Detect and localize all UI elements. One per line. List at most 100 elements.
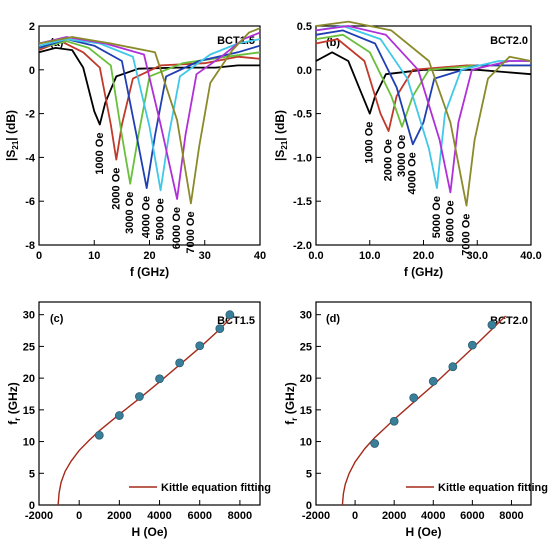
y-label-part: f bbox=[283, 420, 297, 425]
y-tick-label: 25 bbox=[23, 341, 35, 353]
x-tick-label: 8000 bbox=[228, 510, 252, 522]
x-axis-label: H (Oe) bbox=[406, 525, 442, 539]
sample-label: BCT2.0 bbox=[490, 315, 528, 327]
series-field-label: 2000 Oe bbox=[383, 139, 395, 181]
series-line bbox=[38, 27, 261, 205]
y-tick-label: 25 bbox=[300, 341, 312, 353]
plot-frame bbox=[315, 301, 532, 506]
x-tick-label: 40.0 bbox=[520, 250, 541, 262]
series-field-label: 1000 Oe bbox=[94, 133, 106, 175]
series-line bbox=[38, 47, 260, 126]
x-tick-label: 4000 bbox=[147, 510, 171, 522]
series-line bbox=[38, 38, 261, 189]
sample-label: BCT1.5 bbox=[217, 315, 255, 327]
legend-label: Kittle equation fitting bbox=[161, 482, 271, 494]
data-point bbox=[225, 310, 235, 320]
y-label-part: f bbox=[6, 420, 20, 425]
x-tick-label: 2000 bbox=[107, 510, 131, 522]
series-line bbox=[315, 33, 531, 128]
series-field-label: 3000 Oe bbox=[124, 192, 136, 234]
x-tick-label: 30 bbox=[199, 250, 211, 262]
y-tick-label: -0.5 bbox=[293, 109, 312, 121]
y-tick-label: 5 bbox=[29, 468, 35, 480]
x-tick-label: 8000 bbox=[499, 510, 523, 522]
data-point bbox=[114, 411, 124, 420]
y-label-subscript: 21 bbox=[280, 140, 289, 149]
y-tick-label: -1.5 bbox=[293, 196, 312, 208]
x-tick-label: 20.0 bbox=[413, 250, 434, 262]
x-tick-label: 30.0 bbox=[467, 250, 488, 262]
x-tick-label: 20 bbox=[143, 250, 155, 262]
y-label-subscript: r bbox=[13, 418, 22, 421]
series-line bbox=[315, 38, 531, 132]
series-field-label: 7000 Oe bbox=[461, 214, 473, 256]
fit-curve bbox=[57, 314, 235, 506]
y-label-part: (GHz) bbox=[283, 382, 297, 417]
series-field-label: 4000 Oe bbox=[141, 196, 153, 238]
y-tick-label: 20 bbox=[23, 373, 35, 385]
y-axis-label: |S21| (dB) bbox=[273, 110, 289, 161]
x-tick-label: 6000 bbox=[460, 510, 484, 522]
y-tick-label: 5 bbox=[306, 468, 312, 480]
data-point bbox=[409, 393, 419, 403]
data-point bbox=[487, 320, 497, 330]
x-tick-label: 2000 bbox=[382, 510, 406, 522]
x-tick-label: 4000 bbox=[421, 510, 445, 522]
y-tick-label: 0.0 bbox=[297, 65, 312, 77]
series-field-label: 5000 Oe bbox=[155, 198, 167, 240]
x-tick-label: 0.0 bbox=[308, 250, 323, 262]
series-field-label: 5000 Oe bbox=[431, 196, 443, 238]
plot-frame bbox=[38, 301, 261, 506]
y-tick-label: 0.5 bbox=[297, 21, 312, 33]
y-tick-label: 2 bbox=[29, 21, 35, 33]
y-label-part: (GHz) bbox=[6, 382, 20, 417]
data-point bbox=[428, 376, 438, 386]
y-tick-label: 20 bbox=[300, 373, 312, 385]
y-label-part: | (dB) bbox=[4, 110, 18, 141]
data-point bbox=[370, 439, 380, 448]
data-point bbox=[389, 416, 399, 426]
y-tick-label: 15 bbox=[23, 405, 35, 417]
series-field-label: 3000 Oe bbox=[396, 135, 408, 177]
sample-label: BCT2.0 bbox=[490, 35, 528, 47]
y-tick-label: 0 bbox=[306, 500, 312, 512]
y-tick-label: 30 bbox=[300, 310, 312, 322]
y-tick-label: 0 bbox=[29, 500, 35, 512]
panel-tag: (d) bbox=[326, 313, 340, 325]
x-tick-label: 10.0 bbox=[359, 250, 380, 262]
x-axis-label: f (GHz) bbox=[130, 265, 169, 279]
series-line bbox=[38, 38, 261, 192]
data-point bbox=[175, 358, 185, 368]
data-point bbox=[215, 324, 225, 334]
y-tick-label: -1.0 bbox=[293, 152, 312, 164]
y-tick-label: -6 bbox=[25, 196, 35, 208]
y-tick-label: 10 bbox=[23, 437, 35, 449]
y-label-subscript: r bbox=[290, 418, 299, 421]
x-axis-label: f (GHz) bbox=[404, 265, 443, 279]
x-tick-label: 10 bbox=[88, 250, 100, 262]
y-tick-label: -2 bbox=[25, 109, 35, 121]
y-tick-label: -2.0 bbox=[293, 240, 312, 252]
x-tick-label: 40 bbox=[254, 250, 266, 262]
x-tick-label: -2000 bbox=[302, 510, 330, 522]
y-axis-label: |S21| (dB) bbox=[4, 110, 20, 161]
x-tick-label: 6000 bbox=[187, 510, 211, 522]
panel-tag: (c) bbox=[50, 313, 64, 325]
data-point bbox=[448, 362, 458, 372]
y-axis-label: fr (GHz) bbox=[6, 382, 22, 424]
plot-frame bbox=[315, 25, 532, 246]
y-label-subscript: 21 bbox=[11, 140, 20, 149]
x-tick-label: 0 bbox=[352, 510, 358, 522]
y-label-part: | (dB) bbox=[273, 110, 287, 141]
series-line bbox=[38, 40, 261, 161]
data-point bbox=[467, 340, 477, 350]
x-tick-label: 0 bbox=[36, 250, 42, 262]
chart-panel-b: 0.0 10.0 20.0 30.0 40.0 -2.0 -1.5 -1.0 -0.5 0.0 0.… bbox=[273, 20, 542, 279]
series-line bbox=[38, 31, 261, 200]
data-point bbox=[195, 341, 205, 351]
y-tick-label: -8 bbox=[25, 240, 35, 252]
series-line bbox=[315, 25, 531, 189]
